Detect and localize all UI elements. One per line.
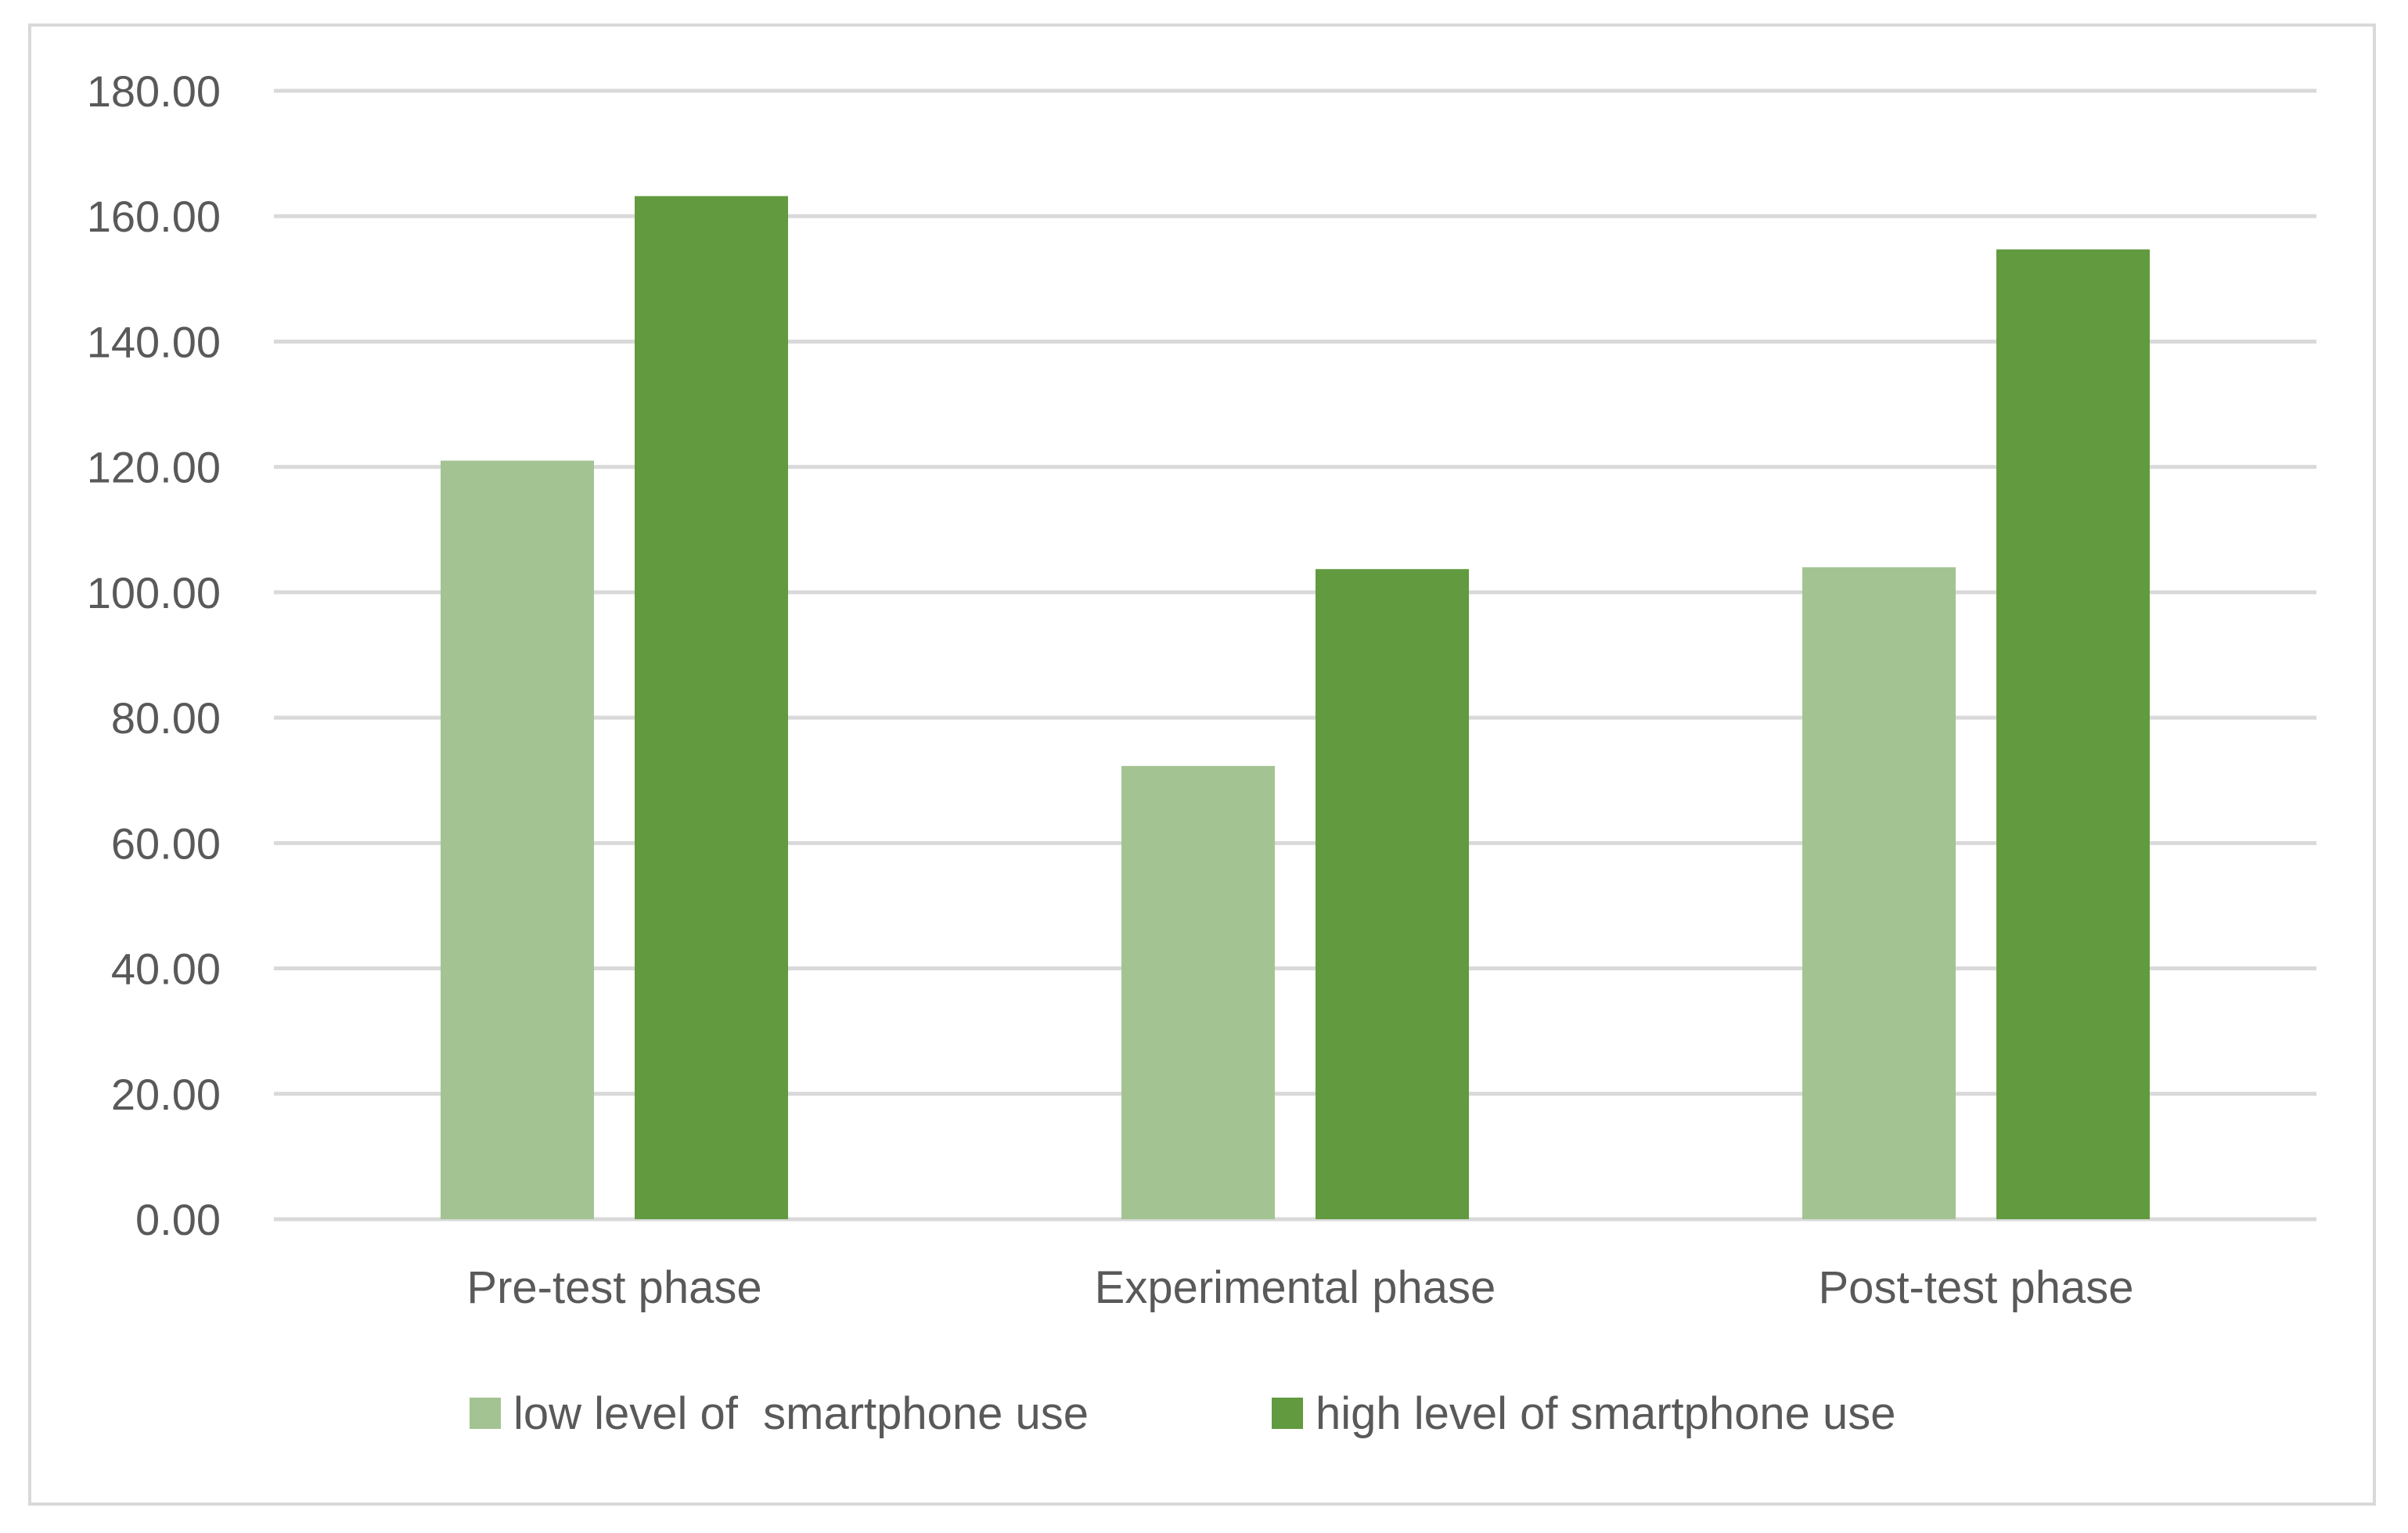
legend-swatch-high	[1272, 1398, 1303, 1429]
y-tick-label: 80.00	[111, 693, 221, 743]
bar-high-2	[1996, 249, 2150, 1219]
y-tick-label: 20.00	[111, 1070, 221, 1119]
legend-swatch-low	[470, 1398, 501, 1429]
x-category-label: Pre-test phase	[466, 1262, 761, 1313]
bar-low-1	[1121, 765, 1275, 1219]
bar-low-2	[1802, 567, 1956, 1219]
bars	[441, 196, 2150, 1219]
y-tick-label: 40.00	[111, 945, 221, 994]
y-tick-label: 180.00	[87, 67, 221, 116]
legend-label-low: low level of smartphone use	[513, 1388, 1089, 1439]
y-tick-label: 60.00	[111, 819, 221, 868]
y-tick-label: 140.00	[87, 317, 221, 366]
gridlines	[274, 88, 2316, 1222]
y-axis-tick-labels: 0.00 20.00 40.00 60.00 80.00 100.00 120.00 140.…	[87, 67, 221, 1244]
chart-frame	[28, 23, 2376, 1506]
bar-high-0	[635, 196, 788, 1219]
y-tick-label: 0.00	[135, 1195, 221, 1244]
x-category-label: Post-test phase	[1819, 1262, 2134, 1313]
legend: low level of smartphone use high level of…	[470, 1388, 1896, 1439]
y-tick-label: 120.00	[87, 443, 221, 492]
y-tick-label: 100.00	[87, 568, 221, 617]
x-category-label: Experimental phase	[1095, 1262, 1496, 1313]
x-axis-category-labels: Pre-test phase Experimental phase Post-tes…	[466, 1262, 2133, 1313]
y-tick-label: 160.00	[87, 192, 221, 241]
bar-low-0	[441, 460, 594, 1219]
bar-high-1	[1316, 569, 1469, 1219]
legend-label-high: high level of smartphone use	[1316, 1388, 1896, 1439]
